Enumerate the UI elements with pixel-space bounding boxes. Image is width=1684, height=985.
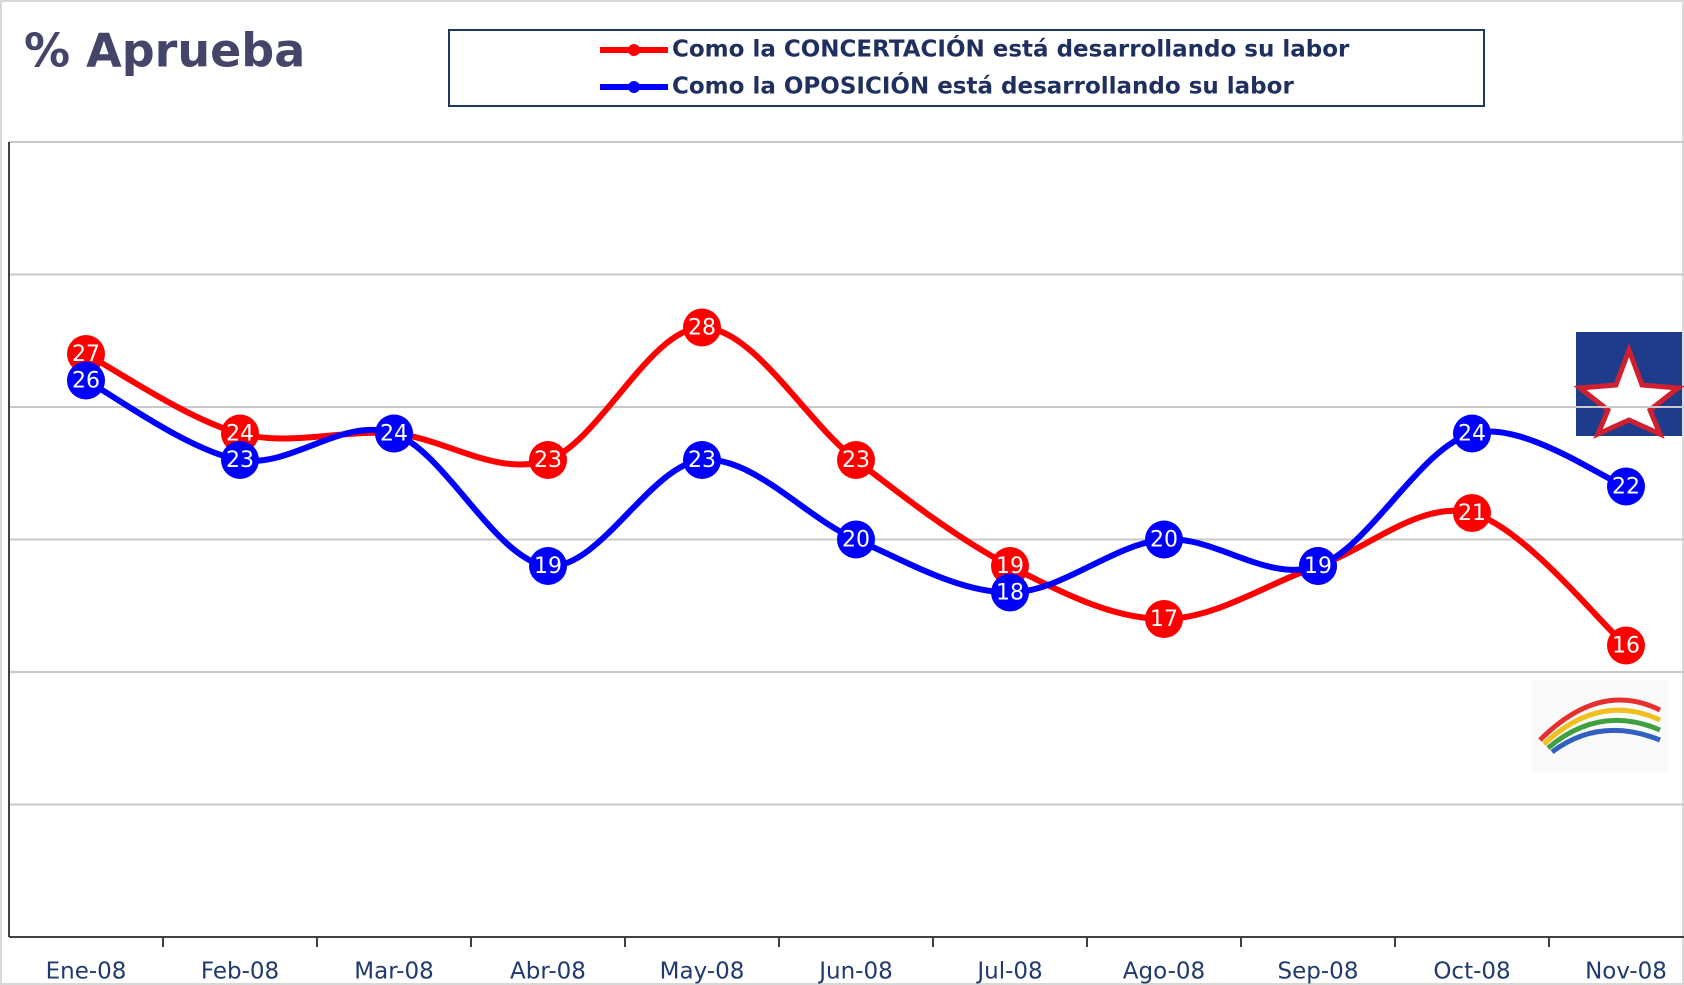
data-label: 26 xyxy=(72,369,100,394)
data-label: 16 xyxy=(1612,634,1640,659)
data-label: 22 xyxy=(1612,475,1640,500)
data-label: 23 xyxy=(688,448,716,473)
x-tick-label: Ago-08 xyxy=(1123,959,1205,985)
data-label: 19 xyxy=(534,554,562,579)
point xyxy=(683,308,721,347)
point xyxy=(67,335,105,373)
point xyxy=(991,573,1029,612)
point xyxy=(1453,494,1491,532)
point xyxy=(67,361,105,400)
point xyxy=(529,547,567,585)
data-label: 21 xyxy=(1458,501,1486,526)
point xyxy=(1145,600,1183,638)
logo-bottom xyxy=(1532,680,1668,772)
point xyxy=(221,441,259,479)
data-label: 23 xyxy=(534,448,562,473)
point xyxy=(1145,520,1183,559)
x-tick-label: Jul-08 xyxy=(975,959,1042,985)
legend-marker xyxy=(628,81,640,93)
x-tick-label: May-08 xyxy=(660,959,745,985)
x-tick-label: Nov-08 xyxy=(1585,959,1667,985)
x-tick-label: Mar-08 xyxy=(354,959,434,985)
point xyxy=(837,520,875,559)
chart-title: % Aprueba xyxy=(24,24,305,78)
x-tick-label: Abr-08 xyxy=(510,959,586,985)
x-tick-label: Sep-08 xyxy=(1278,959,1359,985)
x-tick-label: Jun-08 xyxy=(817,959,893,985)
point xyxy=(1299,547,1337,585)
point xyxy=(375,414,413,453)
point xyxy=(529,441,567,479)
data-label: 20 xyxy=(1150,528,1178,553)
legend-marker xyxy=(628,44,640,56)
legend-box xyxy=(448,29,1485,107)
point xyxy=(683,441,721,479)
point xyxy=(1607,467,1645,506)
x-tick-label: Ene-08 xyxy=(46,959,127,985)
data-label: 19 xyxy=(1304,554,1332,579)
data-label: 23 xyxy=(226,448,254,473)
point xyxy=(1607,626,1645,665)
point xyxy=(991,547,1029,585)
point xyxy=(221,414,259,453)
data-label: 28 xyxy=(688,316,716,341)
data-label: 17 xyxy=(1150,607,1178,632)
data-label: 23 xyxy=(842,448,870,473)
x-tick-label: Feb-08 xyxy=(201,959,279,985)
legend-label: Como la CONCERTACIÓN está desarrollando … xyxy=(672,35,1350,63)
point xyxy=(837,441,875,479)
data-label: 24 xyxy=(380,422,408,447)
data-label: 24 xyxy=(1458,422,1486,447)
legend-label: Como la OPOSICIÓN está desarrollando su … xyxy=(672,72,1294,100)
data-label: 18 xyxy=(996,581,1024,606)
logo-top xyxy=(1573,332,1684,439)
point xyxy=(1453,414,1491,453)
data-label: 20 xyxy=(842,528,870,553)
x-tick-label: Oct-08 xyxy=(1433,959,1510,985)
